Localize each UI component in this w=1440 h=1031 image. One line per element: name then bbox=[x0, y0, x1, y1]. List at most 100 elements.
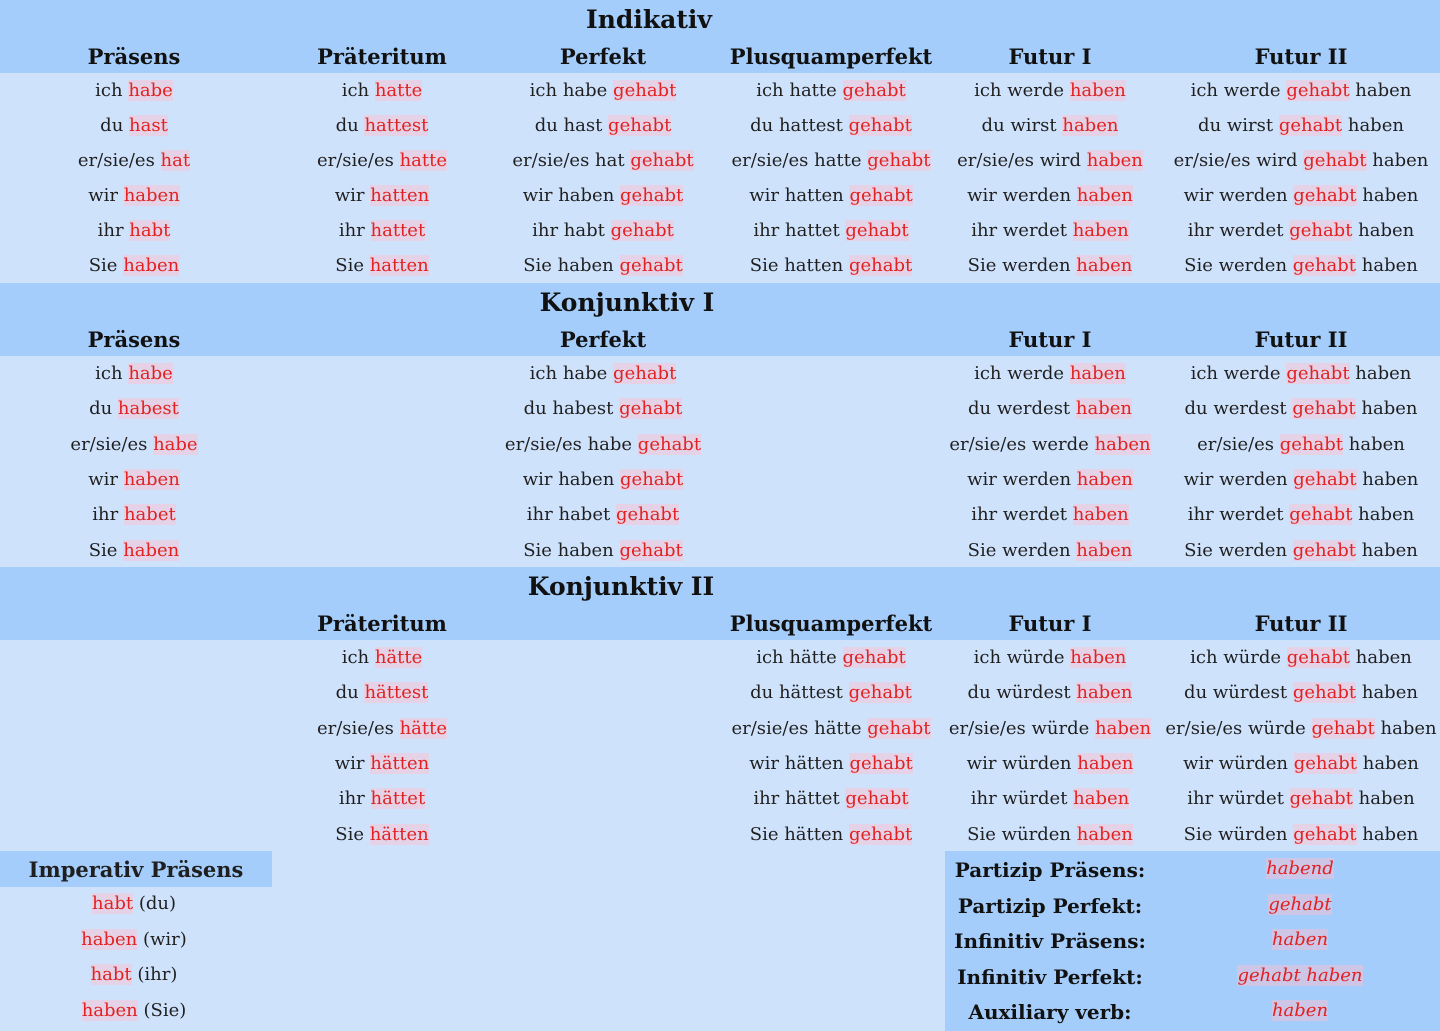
form-highlight: gehabt bbox=[867, 717, 931, 739]
form-highlight: gehabt bbox=[842, 647, 906, 668]
conjugation-form: wir werden haben bbox=[920, 178, 1180, 213]
form-highlight: gehabt bbox=[1311, 717, 1375, 739]
form-prefix: ihr werdet bbox=[1187, 220, 1290, 241]
form-highlight: gehabt bbox=[1279, 433, 1344, 455]
form-highlight: gehabt bbox=[619, 255, 683, 276]
verb-info-box: Partizip Präsens: habend Partizip Perfekt:… bbox=[945, 851, 1440, 1031]
form-highlight: habet bbox=[123, 504, 176, 526]
form-prefix: du habest bbox=[523, 398, 620, 420]
form-highlight: habt bbox=[129, 220, 171, 241]
form-highlight: haben bbox=[123, 185, 180, 206]
info-value: haben bbox=[1185, 922, 1415, 957]
column-header: Präsens bbox=[87, 44, 181, 69]
conjugation-form: ich werde haben bbox=[920, 73, 1180, 108]
form-prefix: Sie haben bbox=[523, 255, 620, 276]
form-highlight: haben bbox=[1072, 504, 1129, 526]
form-highlight: hättest bbox=[364, 682, 429, 704]
form-highlight: gehabt bbox=[845, 788, 909, 810]
form-prefix: ihr werdet bbox=[971, 220, 1073, 241]
conjugation-form: er/sie/es würde gehabt haben bbox=[1140, 711, 1440, 746]
info-row: Infinitiv Perfekt: gehabt haben bbox=[945, 958, 1440, 993]
column-header: Futur I bbox=[1008, 611, 1092, 636]
conjugation-form: Sie haben bbox=[0, 533, 288, 568]
conjugation-form: Sie werden haben bbox=[920, 533, 1180, 568]
form-prefix: wir würden bbox=[1183, 752, 1294, 774]
conjugation-form: wir werden haben bbox=[920, 462, 1180, 497]
form-highlight: gehabt bbox=[620, 468, 684, 490]
conjugation-form: ich hätte bbox=[247, 640, 517, 675]
imperativ-form: haben (Sie) bbox=[0, 993, 268, 1028]
form-suffix: (ihr) bbox=[131, 964, 178, 985]
form-suffix: (wir) bbox=[137, 928, 187, 950]
form-prefix: du bbox=[335, 115, 365, 136]
conjugation-form: ich werde gehabt haben bbox=[1140, 73, 1440, 108]
imperativ-form: habt (ihr) bbox=[0, 957, 268, 992]
form-prefix: Sie werden bbox=[967, 539, 1077, 561]
form-highlight: gehabt bbox=[608, 115, 672, 136]
form-prefix: du bbox=[335, 682, 365, 704]
form-prefix: er/sie/es bbox=[316, 717, 400, 739]
form-highlight: haben bbox=[123, 255, 180, 276]
form-highlight: gehabt bbox=[867, 150, 931, 171]
conjugation-form: du habest bbox=[0, 391, 288, 426]
form-highlight: haben bbox=[1076, 682, 1133, 704]
conjugation-form: du wirst haben bbox=[920, 108, 1180, 143]
form-highlight: gehabt bbox=[619, 539, 683, 561]
form-highlight: gehabt bbox=[637, 433, 702, 455]
form-highlight: gehabt bbox=[1289, 788, 1353, 810]
section-title: Konjunktiv II bbox=[527, 572, 715, 601]
form-highlight: hatten bbox=[369, 255, 429, 276]
info-value-text: gehabt bbox=[1268, 893, 1332, 915]
form-highlight: habe bbox=[153, 433, 198, 455]
form-highlight: hatte bbox=[374, 80, 423, 101]
form-highlight: hätten bbox=[369, 823, 429, 845]
conjugation-form: er/sie/es hätte bbox=[247, 711, 517, 746]
form-highlight: haben bbox=[1069, 363, 1126, 384]
form-prefix: wir haben bbox=[522, 468, 621, 490]
conjugation-form: du habest gehabt bbox=[476, 391, 730, 426]
form-prefix: du wirst bbox=[981, 115, 1063, 136]
form-highlight: hattet bbox=[370, 220, 426, 241]
form-prefix: ihr hättet bbox=[753, 788, 846, 810]
form-suffix: haben bbox=[1366, 150, 1429, 171]
form-prefix: ich habe bbox=[529, 363, 614, 384]
conjugation-form: er/sie/es hatte bbox=[247, 143, 517, 178]
conjugation-form: wir hätten gehabt bbox=[691, 746, 971, 781]
conjugation-form: Sie haben bbox=[0, 248, 288, 283]
conjugation-form: ihr habt gehabt bbox=[476, 213, 730, 248]
form-prefix: du werdest bbox=[968, 398, 1076, 420]
form-suffix: haben bbox=[1356, 539, 1418, 561]
form-prefix: er/sie/es bbox=[1197, 433, 1280, 455]
conjugation-form: er/sie/es habe gehabt bbox=[476, 427, 730, 462]
form-highlight: gehabt bbox=[1293, 823, 1357, 845]
form-highlight: gehabt bbox=[1293, 185, 1357, 206]
form-prefix: er/sie/es wird bbox=[957, 150, 1087, 171]
conjugation-form: ich werde gehabt haben bbox=[1140, 356, 1440, 391]
form-highlight: gehabt bbox=[848, 682, 912, 704]
form-highlight: haben bbox=[1070, 647, 1127, 668]
form-prefix: du bbox=[89, 398, 118, 420]
conjugation-form: ihr werdet haben bbox=[920, 213, 1180, 248]
imperativ-form: haben (wir) bbox=[0, 922, 268, 957]
form-highlight: gehabt bbox=[1286, 647, 1351, 668]
form-highlight: hättet bbox=[370, 788, 426, 810]
form-suffix: haben bbox=[1352, 220, 1415, 241]
conjugation-form: du hast bbox=[0, 108, 288, 143]
info-label: Infinitiv Präsens: bbox=[954, 929, 1146, 953]
conjugation-form: er/sie/es gehabt haben bbox=[1140, 427, 1440, 462]
form-highlight: gehabt bbox=[1293, 752, 1358, 774]
conjugation-form: Sie hatten bbox=[247, 248, 517, 283]
form-highlight: gehabt bbox=[1278, 115, 1343, 136]
form-prefix: er/sie/es habe bbox=[504, 433, 638, 455]
form-prefix: du bbox=[100, 115, 130, 136]
info-row: Auxiliary verb: haben bbox=[945, 993, 1440, 1028]
info-label: Partizip Perfekt: bbox=[957, 893, 1143, 918]
form-highlight: haben bbox=[81, 928, 138, 950]
form-prefix: ich werde bbox=[1190, 80, 1287, 101]
form-highlight: gehabt bbox=[848, 255, 913, 276]
conjugation-form: ihr hättet gehabt bbox=[691, 781, 971, 816]
form-highlight: haben bbox=[123, 468, 180, 490]
form-prefix: Sie würden bbox=[1183, 823, 1294, 845]
form-prefix: Sie hätten bbox=[749, 823, 849, 845]
form-highlight: haben bbox=[1069, 80, 1126, 101]
